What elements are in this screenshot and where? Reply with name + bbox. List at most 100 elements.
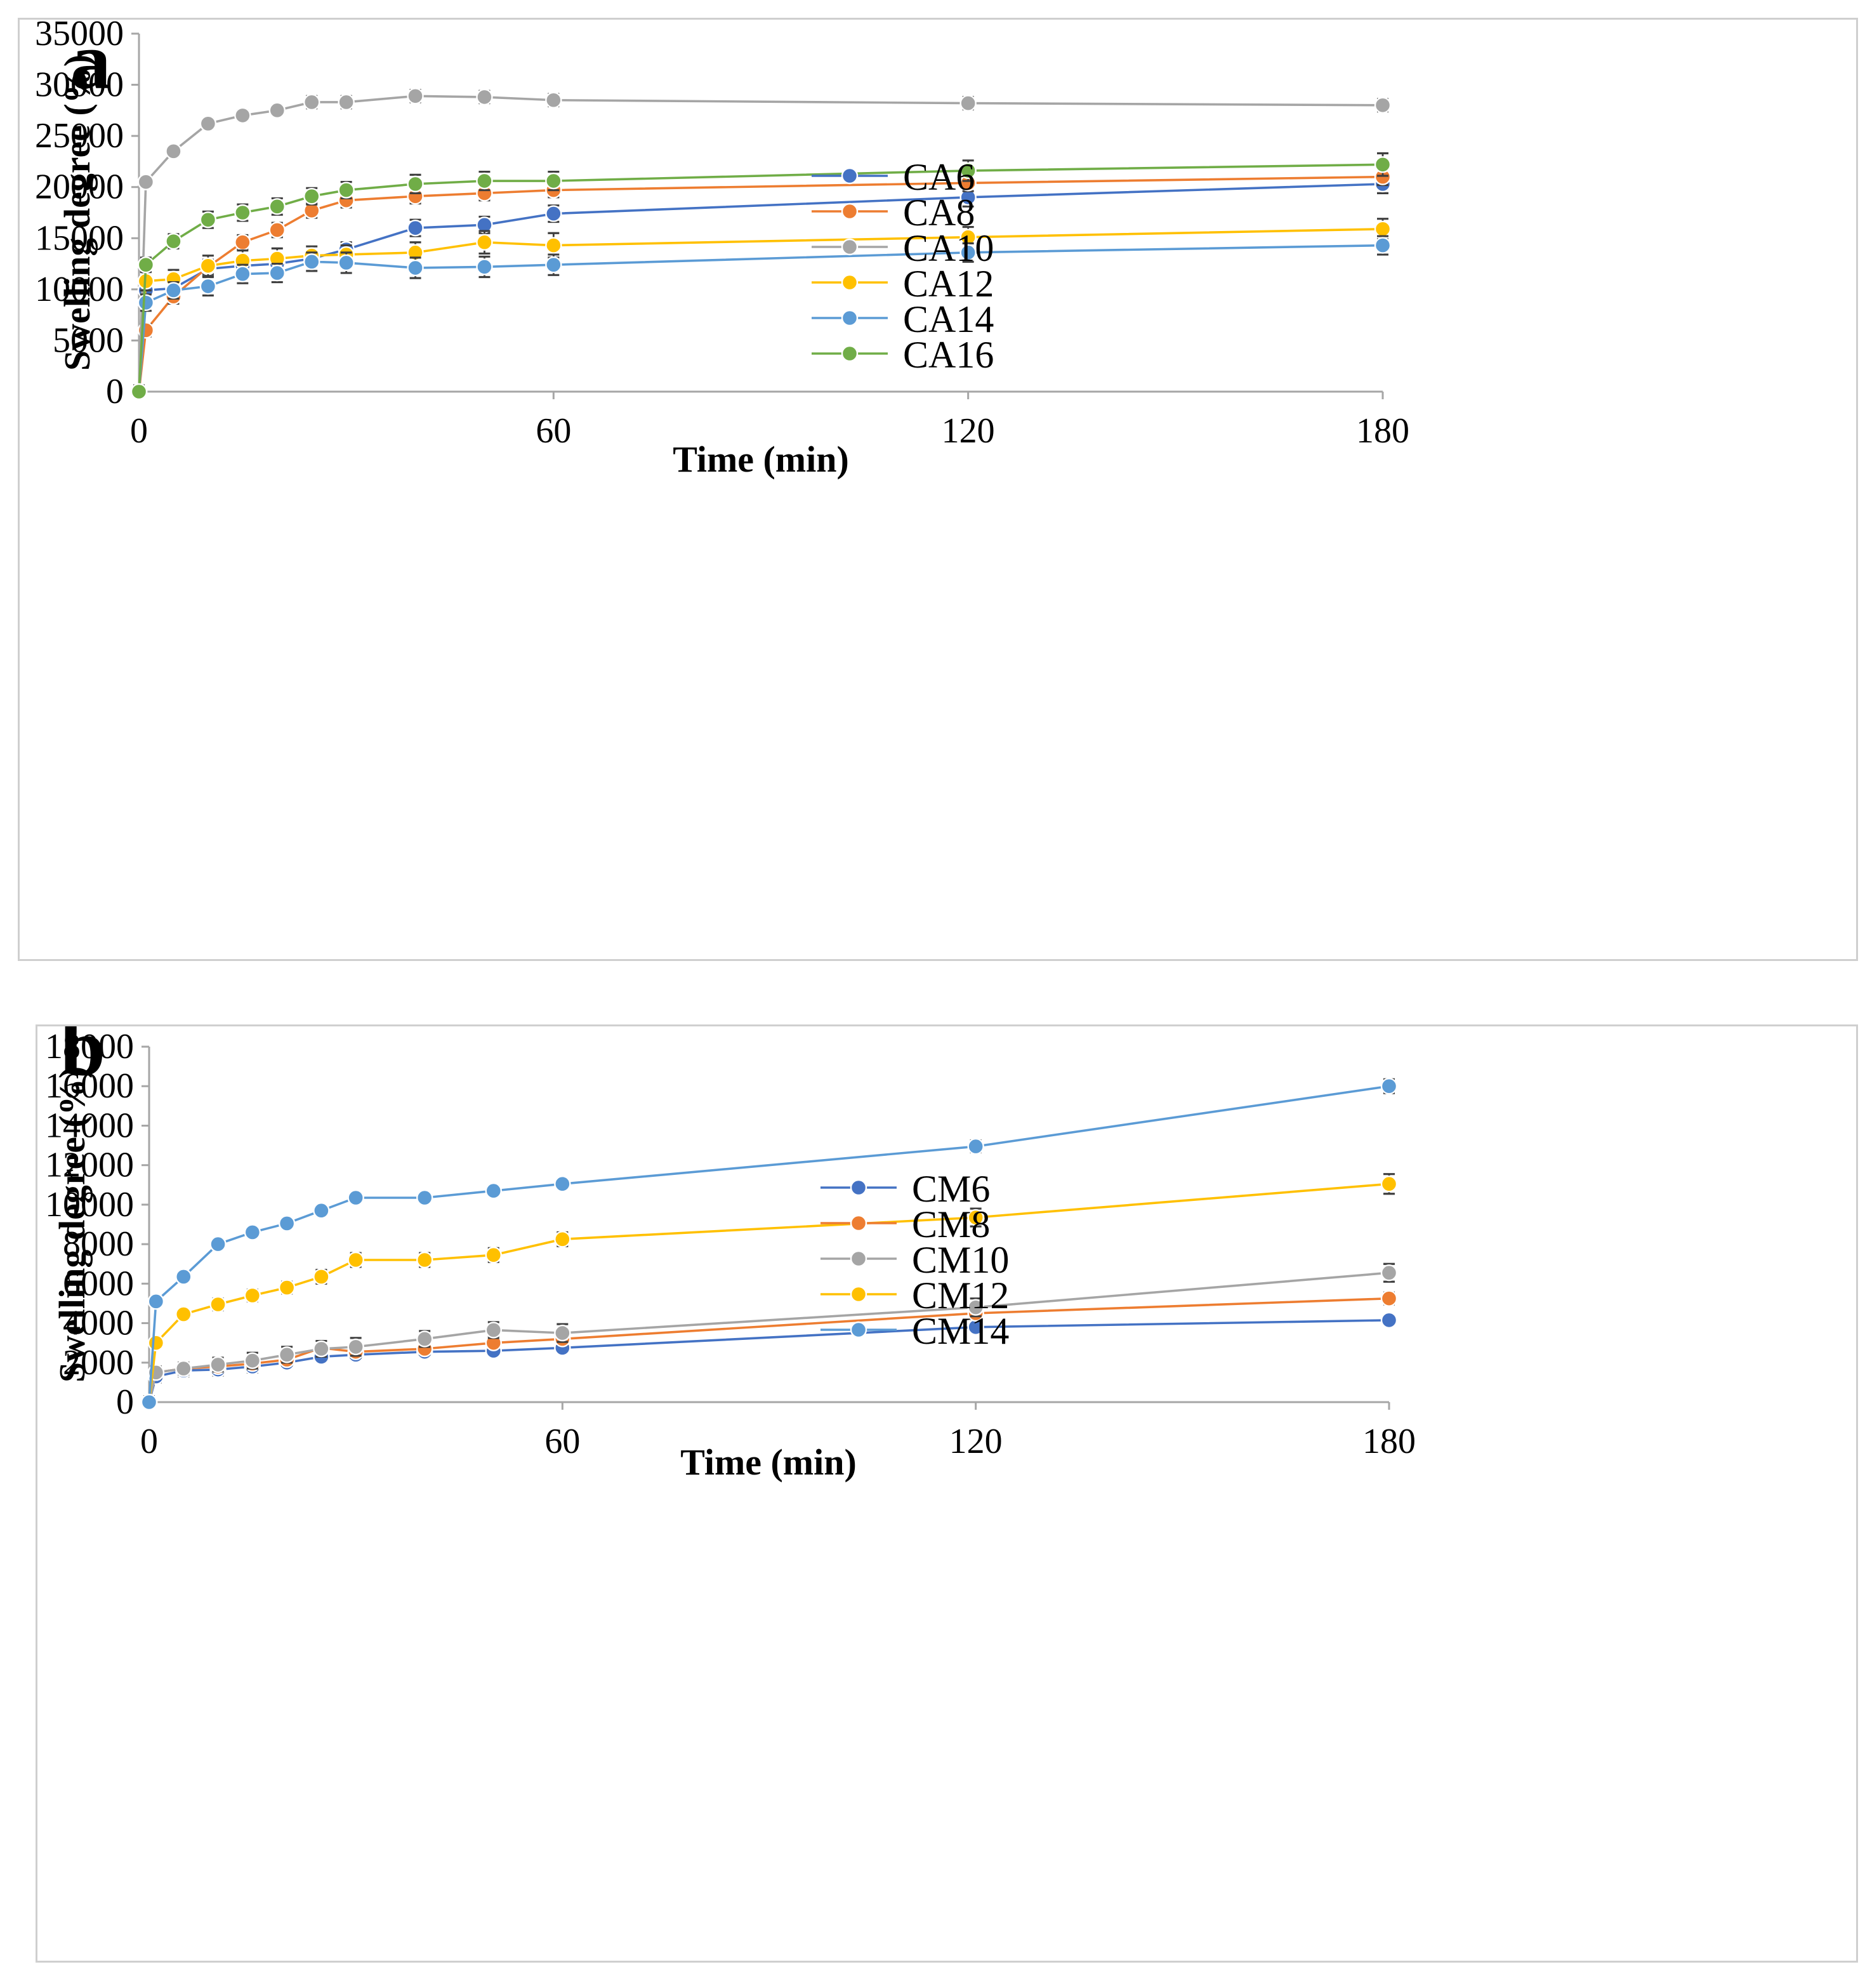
data-point-ca10 bbox=[165, 143, 182, 160]
series-ca8 bbox=[130, 168, 1392, 401]
data-point-ca14 bbox=[959, 244, 977, 262]
data-point-cm10 bbox=[244, 1352, 261, 1369]
legend-label: CM8 bbox=[912, 1203, 990, 1245]
data-point-ca14 bbox=[137, 294, 155, 312]
y-axis-title: Swelling degree (%) bbox=[56, 55, 98, 371]
y-tick-label: 8000 bbox=[63, 1224, 134, 1264]
data-point-cm12 bbox=[967, 1209, 984, 1226]
series-ca12 bbox=[130, 218, 1392, 401]
y-tick-label: 10000 bbox=[35, 270, 124, 309]
data-point-ca12 bbox=[199, 257, 217, 274]
data-point-cm10 bbox=[1380, 1264, 1398, 1282]
y-tick-label: 2000 bbox=[63, 1343, 134, 1382]
series-line-ca6 bbox=[138, 183, 1383, 392]
data-point-ca10 bbox=[303, 93, 320, 111]
data-point-ca12 bbox=[545, 237, 562, 254]
data-point-cm14 bbox=[485, 1182, 502, 1200]
y-tick-label: 16000 bbox=[45, 1066, 134, 1106]
data-point-ca10 bbox=[268, 102, 286, 119]
data-point-cm12 bbox=[278, 1279, 296, 1296]
data-point-ca16 bbox=[545, 172, 562, 190]
data-point-ca16 bbox=[137, 256, 155, 274]
data-point-cm14 bbox=[554, 1176, 571, 1193]
data-point-cm14 bbox=[175, 1268, 192, 1285]
plot-group-a: a 0 5000 10000 15000 20000 25000 30000 35000 0 60 1… bbox=[35, 20, 1409, 480]
y-tick-label: 6000 bbox=[63, 1264, 134, 1303]
legend-label: CA12 bbox=[903, 263, 994, 305]
x-tick-label: 0 bbox=[140, 1422, 158, 1461]
legend-marker-ca6 bbox=[841, 167, 859, 185]
legend-marker-ca10 bbox=[841, 238, 859, 256]
series-line-ca16 bbox=[138, 163, 1383, 392]
series-cm14 bbox=[140, 1078, 1398, 1411]
x-axis-title: Time (min) bbox=[680, 1441, 857, 1483]
data-point-ca10 bbox=[1374, 96, 1392, 114]
data-point-ca14 bbox=[234, 265, 251, 282]
panel-letter: a bbox=[70, 20, 111, 106]
data-point-cm8 bbox=[1380, 1290, 1398, 1307]
y-tick-label: 35000 bbox=[35, 20, 124, 53]
chart-b-svg: b020004000600080001000012000140001600018… bbox=[45, 1026, 1416, 1483]
data-point-cm14 bbox=[416, 1189, 433, 1207]
data-point-cm14 bbox=[209, 1235, 227, 1253]
y-tick-label: 14000 bbox=[45, 1106, 134, 1145]
data-point-ca16 bbox=[407, 175, 424, 193]
legend-label: CM14 bbox=[912, 1310, 1009, 1352]
data-point-cm14 bbox=[347, 1189, 364, 1207]
data-point-cm14 bbox=[244, 1224, 261, 1241]
data-point-cm6 bbox=[1380, 1311, 1398, 1329]
y-tick-label: 25000 bbox=[35, 116, 124, 156]
series-line-cm8 bbox=[148, 1297, 1390, 1403]
legend-label: CA14 bbox=[903, 298, 994, 340]
data-point-ca10 bbox=[137, 173, 155, 190]
chart-panel-b: b 0 2000 4000 6000 8000 10000 12000 14000 16000 18… bbox=[36, 1024, 1858, 1963]
data-point-cm10 bbox=[554, 1324, 571, 1342]
data-point-cm10 bbox=[485, 1322, 502, 1339]
data-point-ca14 bbox=[199, 277, 217, 295]
data-point-ca14 bbox=[407, 259, 424, 277]
legend-marker-cm10 bbox=[850, 1250, 867, 1268]
series-line-cm12 bbox=[148, 1183, 1390, 1403]
data-point-cm14 bbox=[278, 1215, 296, 1232]
series-cm8 bbox=[140, 1290, 1398, 1411]
data-point-ca14 bbox=[545, 256, 562, 274]
data-point-ca16 bbox=[1374, 156, 1392, 173]
legend-label: CA8 bbox=[903, 192, 975, 234]
data-point-cm10 bbox=[967, 1299, 984, 1316]
data-point-cm14 bbox=[313, 1202, 330, 1219]
data-point-ca16 bbox=[476, 172, 493, 190]
data-point-ca12 bbox=[476, 234, 493, 251]
data-point-ca10 bbox=[545, 91, 562, 109]
y-tick-label: 10000 bbox=[45, 1185, 134, 1224]
x-tick-label: 60 bbox=[536, 411, 571, 451]
data-point-ca16 bbox=[268, 198, 286, 215]
data-point-ca14 bbox=[303, 253, 320, 270]
chart-panel-a: a 0 5000 10000 15000 20000 25000 30000 35000 0 60 1… bbox=[18, 18, 1858, 961]
x-axis-title: Time (min) bbox=[673, 439, 849, 480]
data-point-cm10 bbox=[416, 1330, 433, 1348]
y-tick-label: 30000 bbox=[35, 65, 124, 105]
data-point-ca10 bbox=[476, 88, 493, 106]
legend-marker-ca14 bbox=[841, 309, 859, 327]
y-tick-label: 0 bbox=[116, 1382, 134, 1422]
series-ca16 bbox=[130, 152, 1392, 401]
y-tick-label: 5000 bbox=[53, 321, 124, 360]
data-point-cm14 bbox=[140, 1393, 158, 1411]
legend-label: CA16 bbox=[903, 334, 994, 376]
data-point-ca10 bbox=[959, 95, 977, 112]
data-point-ca10 bbox=[338, 93, 355, 111]
legend-marker-cm8 bbox=[850, 1214, 867, 1232]
data-point-ca16 bbox=[959, 162, 977, 180]
legend-label: CM6 bbox=[912, 1168, 990, 1210]
data-point-ca16 bbox=[165, 232, 182, 250]
data-point-ca14 bbox=[1374, 237, 1392, 254]
data-point-cm12 bbox=[313, 1268, 330, 1285]
series-line-ca12 bbox=[138, 227, 1383, 392]
data-point-ca16 bbox=[234, 204, 251, 222]
data-point-cm12 bbox=[175, 1306, 192, 1323]
data-point-ca10 bbox=[199, 115, 217, 133]
legend-label: CA10 bbox=[903, 227, 994, 269]
data-point-cm10 bbox=[278, 1346, 296, 1363]
x-tick-label: 180 bbox=[1356, 411, 1409, 451]
data-point-ca10 bbox=[234, 107, 251, 124]
